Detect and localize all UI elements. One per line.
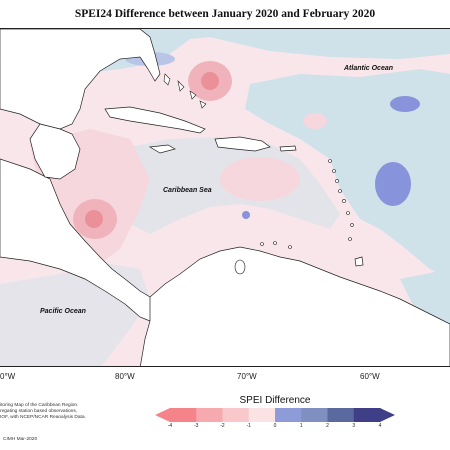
longitude-label-60w: 60°W xyxy=(360,372,380,381)
legend-tick-label: -4 xyxy=(167,423,173,429)
legend-cell xyxy=(222,408,250,422)
bahamas xyxy=(163,73,207,109)
blue-patch-atlantic-north xyxy=(390,96,420,112)
credit-text: itoring Map of the Caribbean Region. reg… xyxy=(0,403,110,422)
credit-line: regating station based observations, xyxy=(0,409,78,415)
trinidad-land xyxy=(354,256,364,267)
southeast-blue-region xyxy=(400,269,450,329)
legend-cell xyxy=(353,408,381,422)
blue-patch-small xyxy=(242,211,250,219)
legend-cell xyxy=(301,408,328,422)
legend-tick-label: 2 xyxy=(326,423,329,429)
lake-maracaibo xyxy=(234,259,246,275)
atlantic-blue-region xyxy=(245,69,450,279)
legend-title: SPEI Difference xyxy=(239,395,311,406)
pink-patch-central xyxy=(220,157,300,201)
lesser-antilles xyxy=(328,159,354,241)
legend-tick-label: -3 xyxy=(194,423,199,429)
legend-tick-label: 3 xyxy=(352,423,356,429)
venezuela-islands xyxy=(260,241,292,249)
atlantic-ocean-label: Atlantic Ocean xyxy=(344,65,394,72)
hispaniola-land xyxy=(214,136,271,152)
usa-florida-land xyxy=(0,29,161,130)
legend-tick-label: 0 xyxy=(273,423,277,429)
south-america-land xyxy=(139,246,450,366)
longitude-label-80w: 80°W xyxy=(115,372,135,381)
legend-tick-label: 4 xyxy=(378,423,382,429)
spei-map xyxy=(0,29,450,366)
credit-date: CIMH Mar-2020 xyxy=(3,437,38,442)
pacific-ocean-label: Pacific Ocean xyxy=(40,308,86,315)
pink-patch-haiti-core xyxy=(201,72,219,90)
legend-cell xyxy=(170,408,197,422)
legend-cell xyxy=(327,408,355,422)
pink-patch-honduras-core xyxy=(85,210,103,228)
legend-tick-label: -1 xyxy=(246,423,251,429)
legend-cell xyxy=(275,408,302,422)
map-title: SPEI24 Difference between January 2020 a… xyxy=(74,8,376,20)
caribbean-sea-label: Caribbean Sea xyxy=(163,187,212,194)
longitude-label-90w: 0°W xyxy=(0,372,16,381)
legend-cell xyxy=(196,408,223,422)
credit-line: itoring Map of the Caribbean Region. xyxy=(0,403,79,408)
jamaica-land xyxy=(148,144,176,154)
yucatan-land xyxy=(29,123,81,180)
puerto-rico-land xyxy=(279,145,297,152)
legend-tick-label: 1 xyxy=(299,423,303,429)
legend-colorbar xyxy=(155,408,395,422)
pink-patch-east-atlantic xyxy=(303,113,327,129)
legend-tick-label: -2 xyxy=(220,423,225,429)
legend-cell xyxy=(248,408,276,422)
legend-arrow-right xyxy=(380,408,395,422)
blue-patch-east xyxy=(375,162,411,206)
legend-arrow-left xyxy=(155,408,170,422)
credit-line: IOF, with NCEP/NCAR Reanalysis Data. xyxy=(0,415,86,421)
cuba-land xyxy=(104,106,206,134)
map-panel: Atlantic Ocean Caribbean Sea Pacific Oce… xyxy=(0,28,450,367)
longitude-label-70w: 70°W xyxy=(237,372,257,381)
